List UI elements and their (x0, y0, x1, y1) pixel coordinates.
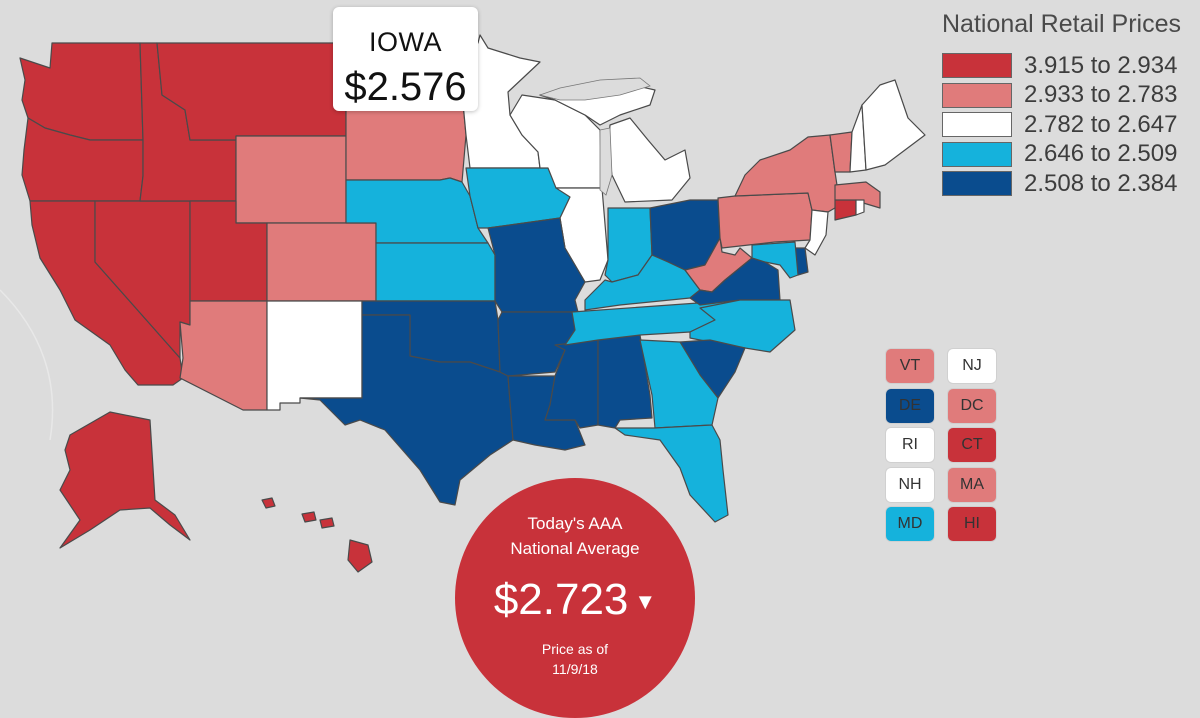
legend-row: 3.915 to 2.934 (942, 51, 1192, 81)
state-hi-1[interactable] (261, 497, 276, 509)
tooltip-state-name: IOWA (369, 27, 442, 57)
state-ct[interactable] (834, 199, 857, 221)
badge-dc[interactable]: DC (948, 388, 996, 423)
state-me[interactable] (861, 79, 926, 171)
legend-swatch (942, 82, 1012, 108)
decorative-arc (0, 289, 54, 441)
legend-label: 2.646 to 2.509 (1024, 140, 1178, 168)
national-average-title: Today's AAA National Average (510, 514, 640, 558)
state-mi-lower[interactable] (607, 117, 691, 203)
state-az[interactable] (179, 300, 268, 411)
state-tooltip: IOWA $2.576 (333, 7, 478, 111)
national-average-price: $2.723 (493, 575, 629, 624)
badge-ri[interactable]: RI (886, 428, 934, 462)
down-triangle-icon: ▼ (634, 589, 657, 615)
state-hi-2[interactable] (301, 511, 317, 523)
price-legend: National Retail Prices 3.915 to 2.934 2.9… (942, 10, 1192, 199)
state-ky[interactable] (584, 254, 701, 311)
legend-swatch (942, 171, 1012, 197)
us-gas-price-map (0, 34, 926, 573)
state-fl[interactable] (614, 424, 729, 523)
state-nm[interactable] (266, 300, 363, 411)
national-average-price-row: $2.723 ▼ (455, 575, 695, 625)
badge-de[interactable]: DE (886, 388, 934, 423)
legend-swatch (942, 53, 1012, 79)
national-average-circle: Today's AAA National Average $2.723 ▼ Pri… (455, 478, 695, 718)
tooltip-state-price: $2.576 (344, 65, 467, 109)
national-average-date: Price as of 11/9/18 (541, 641, 609, 677)
legend-row: 2.508 to 2.384 (942, 169, 1192, 199)
badge-ma[interactable]: MA (948, 467, 996, 502)
state-ga[interactable] (639, 339, 719, 429)
legend-label: 2.933 to 2.783 (1024, 81, 1178, 109)
badge-nh[interactable]: NH (886, 467, 934, 502)
legend-row: 2.933 to 2.783 (942, 81, 1192, 111)
legend-title: National Retail Prices (942, 10, 1181, 38)
badge-vt[interactable]: VT (886, 349, 934, 383)
badge-nj[interactable]: NJ (948, 349, 996, 383)
legend-swatch (942, 141, 1012, 167)
legend-rows: 3.915 to 2.934 2.933 to 2.783 2.782 to 2.6… (942, 51, 1192, 199)
legend-swatch (942, 112, 1012, 138)
badge-md[interactable]: MD (886, 507, 934, 541)
state-mo[interactable] (487, 217, 586, 313)
state-pa[interactable] (717, 192, 813, 249)
lake-superior (538, 77, 651, 101)
legend-row: 2.646 to 2.509 (942, 140, 1192, 170)
legend-label: 2.782 to 2.647 (1024, 110, 1178, 138)
state-md[interactable] (751, 241, 799, 279)
badge-ct[interactable]: CT (948, 428, 996, 462)
state-wy[interactable] (235, 135, 347, 224)
legend-label: 3.915 to 2.934 (1024, 51, 1178, 79)
state-tx[interactable] (299, 314, 514, 506)
state-hi-3[interactable] (319, 517, 335, 529)
state-nj[interactable] (804, 209, 829, 256)
legend-row: 2.782 to 2.647 (942, 110, 1192, 140)
state-ri[interactable] (855, 199, 865, 216)
badge-hi[interactable]: HI (948, 507, 996, 541)
lake-michigan (599, 127, 613, 196)
state-ak[interactable] (59, 411, 191, 549)
state-ks[interactable] (375, 242, 496, 302)
legend-label: 2.508 to 2.384 (1024, 169, 1178, 197)
state-co[interactable] (266, 222, 377, 302)
state-hi-4[interactable] (347, 539, 373, 573)
